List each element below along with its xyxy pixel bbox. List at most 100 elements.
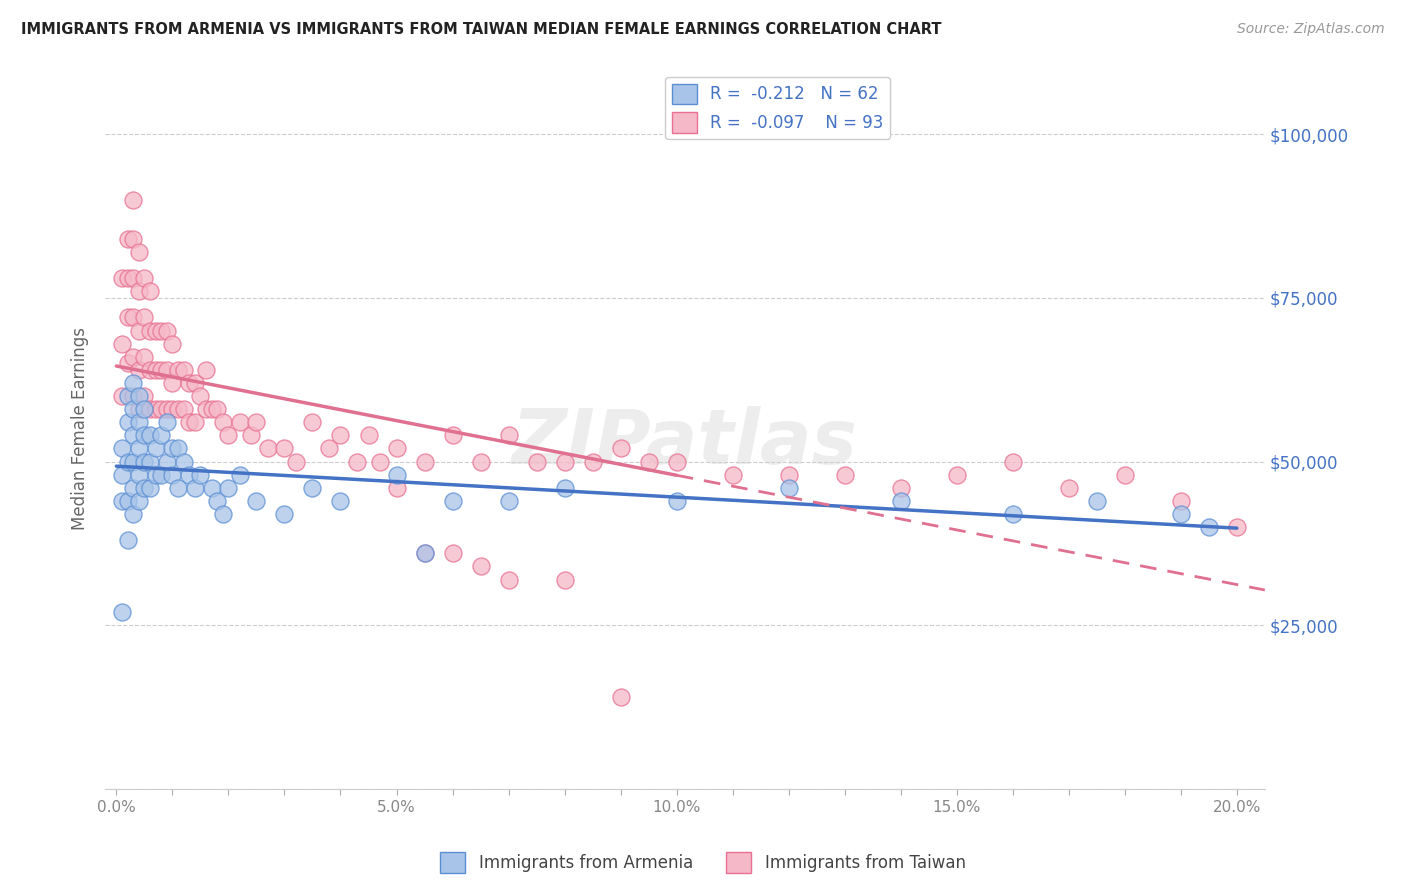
Point (162, 376, 184, 390)
Legend: Immigrants from Armenia, Immigrants from Taiwan: Immigrants from Armenia, Immigrants from… (433, 846, 973, 880)
Point (1198, 520, 1220, 534)
Point (134, 428, 156, 442)
Point (122, 428, 145, 442)
Point (134, 389, 156, 403)
Point (1226, 520, 1249, 534)
Point (111, 494, 134, 508)
Point (470, 454, 492, 468)
Point (122, 507, 145, 521)
Text: Source: ZipAtlas.com: Source: ZipAtlas.com (1237, 22, 1385, 37)
Point (228, 415, 250, 429)
Point (498, 573, 520, 587)
Point (217, 481, 239, 495)
Point (173, 363, 195, 377)
Point (195, 402, 218, 417)
Point (1170, 507, 1192, 521)
Point (609, 442, 631, 456)
Point (413, 546, 436, 560)
Point (1114, 467, 1136, 482)
Point (554, 481, 576, 495)
Point (150, 324, 173, 338)
Point (581, 454, 603, 468)
Point (145, 442, 167, 456)
Point (150, 402, 173, 417)
Point (329, 494, 352, 508)
Point (245, 415, 267, 429)
Point (179, 376, 201, 390)
Point (145, 324, 167, 338)
Point (1001, 454, 1024, 468)
Point (122, 271, 145, 285)
Point (441, 546, 464, 560)
Point (134, 271, 156, 285)
Point (128, 363, 150, 377)
Point (156, 415, 179, 429)
Point (256, 442, 278, 456)
Point (284, 454, 307, 468)
Point (122, 232, 145, 246)
Point (134, 310, 156, 325)
Point (150, 363, 173, 377)
Point (145, 467, 167, 482)
Point (609, 690, 631, 705)
Point (122, 481, 145, 495)
Point (173, 402, 195, 417)
Point (441, 428, 464, 442)
Point (245, 494, 267, 508)
Point (184, 415, 207, 429)
Point (413, 546, 436, 560)
Point (273, 442, 295, 456)
Point (139, 481, 162, 495)
Point (134, 402, 156, 417)
Point (1001, 507, 1024, 521)
Point (139, 402, 162, 417)
Point (385, 442, 408, 456)
Point (212, 507, 235, 521)
Point (207, 402, 229, 417)
Point (637, 454, 659, 468)
Point (128, 244, 150, 259)
Point (329, 428, 352, 442)
Point (117, 494, 139, 508)
Point (150, 467, 173, 482)
Point (128, 285, 150, 299)
Point (945, 467, 967, 482)
Point (117, 232, 139, 246)
Point (301, 415, 323, 429)
Point (111, 467, 134, 482)
Point (441, 494, 464, 508)
Point (167, 442, 190, 456)
Point (128, 415, 150, 429)
Point (122, 454, 145, 468)
Point (111, 336, 134, 351)
Point (117, 533, 139, 548)
Point (111, 442, 134, 456)
Point (128, 442, 150, 456)
Point (117, 310, 139, 325)
Point (890, 494, 912, 508)
Point (1085, 494, 1108, 508)
Point (1170, 494, 1192, 508)
Point (117, 454, 139, 468)
Point (117, 356, 139, 370)
Point (156, 454, 179, 468)
Point (134, 454, 156, 468)
Point (301, 481, 323, 495)
Point (357, 428, 380, 442)
Point (385, 481, 408, 495)
Point (346, 454, 368, 468)
Point (665, 494, 688, 508)
Point (217, 428, 239, 442)
Point (273, 507, 295, 521)
Point (111, 605, 134, 619)
Point (145, 402, 167, 417)
Point (156, 324, 179, 338)
Y-axis label: Median Female Earnings: Median Female Earnings (72, 327, 89, 531)
Point (413, 454, 436, 468)
Point (368, 454, 391, 468)
Point (778, 481, 800, 495)
Point (385, 467, 408, 482)
Point (179, 415, 201, 429)
Point (139, 428, 162, 442)
Point (134, 481, 156, 495)
